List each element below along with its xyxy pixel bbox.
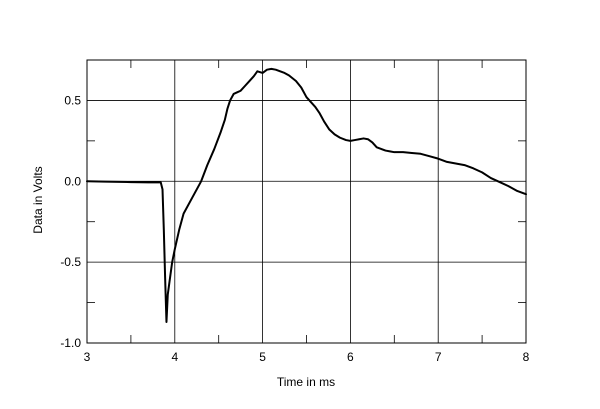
frame-layer <box>86 59 527 344</box>
x-tick-label: 4 <box>171 350 178 364</box>
y-tick-label: -1.0 <box>60 336 81 350</box>
grid-layer <box>87 60 526 343</box>
tick-layer <box>87 60 526 343</box>
x-tick-label: 6 <box>347 350 354 364</box>
y-tick-label: 0.5 <box>64 93 81 107</box>
x-tick-label: 8 <box>523 350 530 364</box>
label-layer: 3 4 5 6 7 8 -1.0 -0.5 0.0 0.5 <box>60 93 529 364</box>
x-axis-title: Time in ms <box>277 375 335 389</box>
x-tick-label: 5 <box>259 350 266 364</box>
y-tick-label: 0.0 <box>64 174 81 188</box>
y-tick-label: -0.5 <box>60 255 81 269</box>
y-axis-title: Data in Volts <box>31 166 45 233</box>
response-series-line <box>86 67 527 323</box>
plot-frame <box>86 59 527 344</box>
x-tick-label: 3 <box>84 350 91 364</box>
line-layer <box>86 67 527 323</box>
x-tick-label: 7 <box>435 350 442 364</box>
